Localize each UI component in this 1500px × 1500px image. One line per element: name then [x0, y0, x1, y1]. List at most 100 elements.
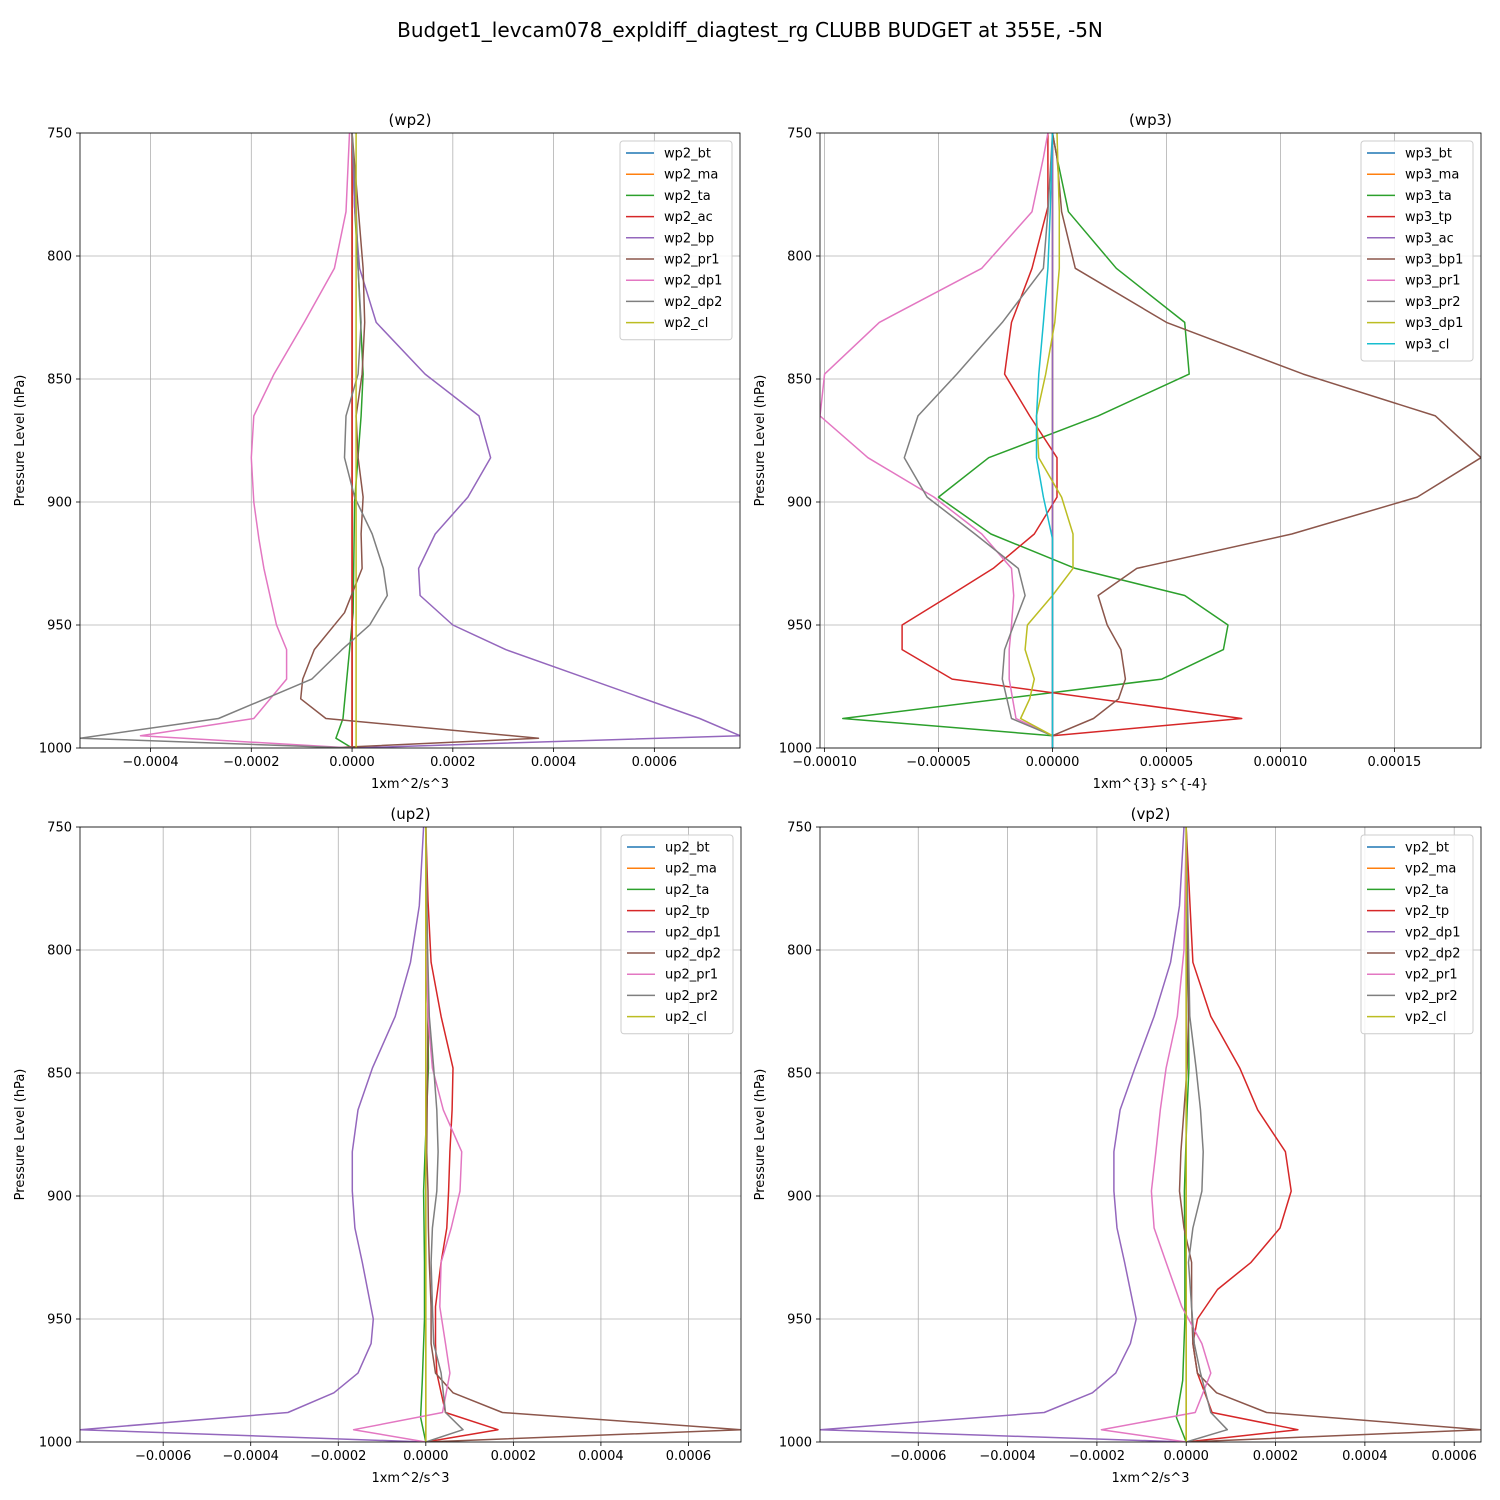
legend-label-vp2_ma: vp2_ma [1405, 862, 1456, 877]
legend: up2_bt up2_ma up2_ta up2_tp up2_dp1 up2_dp2up… [620, 834, 734, 1035]
y-tick-label: 1000 [39, 742, 72, 757]
panel-title: (vp2) [1131, 805, 1171, 823]
y-tick-label: 950 [47, 619, 72, 634]
legend-label-up2_ma: up2_ma [665, 862, 717, 877]
legend-label-wp3_bp1: wp3_bp1 [1405, 253, 1463, 268]
legend-label-wp3_ac: wp3_ac [1405, 231, 1454, 246]
legend-label-up2_ta: up2_ta [665, 883, 709, 898]
y-tick-label: 750 [47, 821, 72, 836]
legend-box [620, 834, 734, 1035]
legend-label-wp3_bt: wp3_bt [1405, 147, 1452, 162]
series-line-up2_dp1 [80, 827, 426, 1442]
x-tick-label: −0.0002 [1069, 1449, 1125, 1464]
x-tick-label: −0.0002 [223, 755, 279, 770]
panel-vp2: −0.0006 −0.0004 −0.0002 0.0000 0.0002 0.0004 0… [753, 805, 1482, 1486]
legend-label-wp2_dp2: wp2_dp2 [664, 295, 722, 310]
legend-label-wp2_ac: wp2_ac [664, 210, 713, 225]
y-tick-label: 1000 [39, 1436, 72, 1451]
legend-label-vp2_ta: vp2_ta [1405, 883, 1449, 898]
series-line-wp3_pr1 [820, 133, 1053, 737]
series-line-up2_pr2 [425, 827, 464, 1442]
y-axis-label: Pressure Level (hPa) [13, 375, 28, 507]
figure-title: Budget1_levcam078_expldiff_diagtest_rg C… [397, 18, 1103, 42]
legend-label-up2_dp2: up2_dp2 [665, 947, 721, 962]
y-axis-label: Pressure Level (hPa) [753, 1069, 768, 1201]
series-line-vp2_pr1 [1100, 827, 1212, 1442]
x-tick-label: 0.00015 [1368, 755, 1422, 770]
x-tick-label: −0.0006 [890, 1449, 946, 1464]
y-tick-label: 750 [47, 127, 72, 142]
x-tick-label: 0.00000 [1026, 755, 1080, 770]
x-tick-label: 0.0006 [666, 1449, 712, 1464]
series-line-wp2_bp [351, 133, 740, 748]
legend-label-up2_pr1: up2_pr1 [665, 968, 718, 983]
axes-frame [819, 826, 1482, 1443]
y-tick-label: 850 [47, 1067, 72, 1082]
y-axis-label: Pressure Level (hPa) [753, 375, 768, 507]
legend-label-wp3_pr2: wp3_pr2 [1405, 295, 1461, 310]
series-line-up2_dp2 [425, 827, 741, 1442]
series-line-vp2_dp1 [820, 827, 1187, 1442]
y-tick-label: 800 [787, 250, 812, 265]
series-line-vp2_pr2 [1185, 827, 1229, 1442]
x-tick-label: 0.0006 [632, 755, 678, 770]
x-tick-label: −0.00005 [906, 755, 971, 770]
legend-label-wp2_cl: wp2_cl [664, 316, 708, 331]
panel-title: (wp2) [388, 111, 431, 129]
x-axis-label: 1xm^2/s^3 [1111, 1471, 1189, 1486]
y-tick-label: 1000 [779, 742, 812, 757]
legend-label-up2_pr2: up2_pr2 [665, 989, 718, 1004]
y-tick-label: 900 [787, 496, 812, 511]
legend-label-up2_tp: up2_tp [665, 904, 710, 919]
series-line-wp3_cl [1035, 133, 1054, 748]
series-line-vp2_tp [1185, 827, 1299, 1442]
x-tick-label: −0.0002 [310, 1449, 366, 1464]
x-tick-label: 0.0000 [329, 755, 375, 770]
series-group [80, 827, 741, 1442]
y-tick-label: 1000 [779, 1436, 812, 1451]
x-tick-label: 0.0004 [578, 1449, 624, 1464]
legend-box [1360, 834, 1474, 1035]
y-tick-label: 850 [47, 373, 72, 388]
x-tick-label: 0.0002 [430, 755, 476, 770]
x-tick-label: −0.0004 [122, 755, 178, 770]
x-tick-label: 0.0000 [1163, 1449, 1209, 1464]
legend-label-wp3_pr1: wp3_pr1 [1405, 274, 1461, 289]
panel-title: (wp3) [1129, 111, 1172, 129]
legend-label-wp2_ma: wp2_ma [664, 168, 718, 183]
y-tick-label: 800 [47, 250, 72, 265]
series-line-wp3_dp1 [1019, 133, 1074, 737]
legend-label-vp2_bt: vp2_bt [1405, 841, 1449, 856]
axes-frame [79, 132, 741, 749]
legend-label-vp2_tp: vp2_tp [1405, 904, 1449, 919]
x-axis-label: 1xm^2/s^3 [371, 777, 449, 792]
series-line-up2_pr1 [352, 827, 463, 1442]
legend-label-wp2_ta: wp2_ta [664, 189, 711, 204]
y-tick-label: 900 [787, 1190, 812, 1205]
legend-label-up2_dp1: up2_dp1 [665, 925, 721, 940]
series-group [820, 133, 1481, 748]
series-line-wp2_pr1 [299, 133, 540, 748]
legend-label-wp3_cl: wp3_cl [1405, 337, 1449, 352]
y-tick-label: 800 [47, 944, 72, 959]
x-axis-label: 1xm^{3} s^{-4} [1093, 777, 1209, 792]
x-axis-label: 1xm^2/s^3 [371, 1471, 449, 1486]
legend-box [619, 140, 733, 341]
y-tick-label: 800 [787, 944, 812, 959]
y-tick-label: 750 [787, 127, 812, 142]
legend-label-wp2_bt: wp2_bt [664, 147, 711, 162]
series-group [820, 827, 1481, 1442]
axes-frame [79, 826, 742, 1443]
panels: −0.0004 −0.0002 0.0000 0.0002 0.0004 0.0006 75… [13, 111, 1482, 1486]
panel-up2: −0.0006 −0.0004 −0.0002 0.0000 0.0002 0.0004 0… [13, 805, 742, 1486]
axes-frame [819, 132, 1482, 749]
legend-label-up2_cl: up2_cl [665, 1010, 707, 1025]
series-line-wp2_dp1 [139, 133, 353, 748]
x-tick-label: 0.0002 [491, 1449, 537, 1464]
series-line-wp3_bp1 [1051, 133, 1481, 737]
x-tick-label: −0.0006 [135, 1449, 191, 1464]
legend: vp2_bt vp2_ma vp2_ta vp2_tp vp2_dp1 vp2_dp2vp… [1360, 834, 1474, 1035]
y-tick-label: 950 [787, 1313, 812, 1328]
panel-title: (up2) [390, 805, 430, 823]
